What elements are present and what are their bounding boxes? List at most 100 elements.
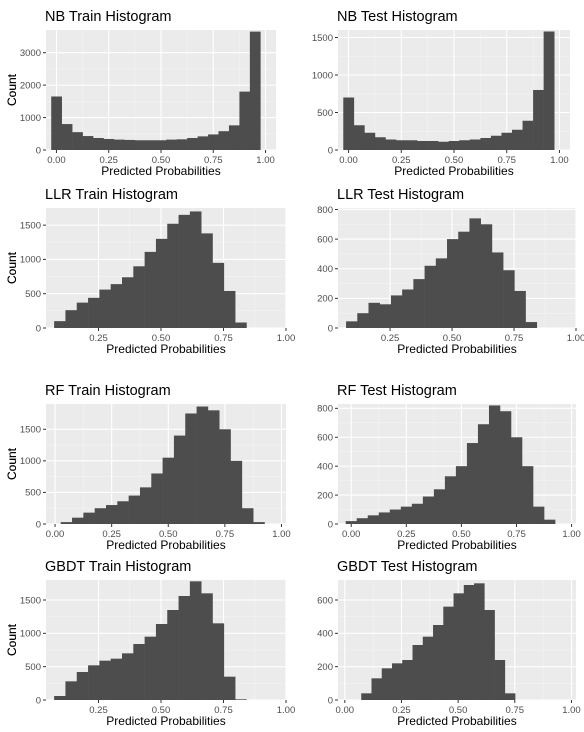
y-tick-label: 1500 (20, 425, 41, 436)
x-tick-label: 0.25 (392, 705, 411, 716)
y-tick-label: 500 (25, 662, 41, 673)
chart-panel: 0.00 0.25 0.50 0.75 1.00 0 500 1000 1500 NB Test … (5, 9, 570, 178)
histogram-bar (178, 214, 191, 328)
x-tick-label: 0.25 (102, 529, 121, 540)
histogram-bar (235, 322, 247, 328)
histogram-bar (469, 218, 481, 328)
x-axis-label: Predicted Probabilities (106, 714, 225, 728)
histogram-bar (379, 304, 392, 328)
histogram-bar (189, 211, 202, 328)
y-axis-label: Count (5, 447, 19, 480)
histogram-bar (145, 140, 157, 150)
histogram-bar (133, 644, 145, 700)
histogram-bar (139, 487, 152, 524)
histogram-bar (422, 636, 434, 700)
histogram-bar (144, 251, 157, 328)
y-axis-label: Count (5, 623, 19, 656)
histogram-bar (514, 290, 526, 328)
histogram-bar (61, 124, 73, 150)
histogram-bar (230, 460, 243, 524)
x-tick-label: 1.00 (272, 529, 291, 540)
histogram-bar (389, 509, 402, 524)
x-tick-label: 0.50 (452, 529, 471, 540)
x-axis-label: Predicted Probabilities (397, 342, 516, 356)
histogram-bar (241, 508, 254, 524)
chart-title: LLR Test Histogram (337, 187, 464, 203)
x-tick-label: 0.75 (505, 333, 524, 344)
chart-panel: 0.00 0.25 0.50 0.75 1.00 0 200 400 600 800 RF Test… (5, 383, 581, 552)
y-tick-label: 400 (317, 629, 333, 640)
histogram-bar (480, 138, 492, 150)
histogram-bar (219, 429, 231, 524)
y-tick-label: 600 (317, 234, 333, 245)
x-tick-label: 0.75 (216, 529, 235, 540)
histogram-bar (356, 518, 369, 524)
chart-panel: 0.25 0.50 0.75 1.00 0 200 400 600 800 LLR Test Hi… (5, 187, 584, 356)
x-tick-label: 0.50 (152, 333, 171, 344)
histogram-bar (54, 696, 66, 700)
histogram-bar (499, 411, 512, 524)
histogram-bar (223, 676, 236, 700)
chart-title: GBDT Test Histogram (337, 559, 477, 575)
histogram-bar (368, 302, 381, 328)
histogram-bar (185, 413, 197, 524)
x-tick-label: 0.75 (214, 705, 233, 716)
histogram-bar (522, 466, 534, 524)
y-tick-label: 800 (317, 205, 333, 216)
histogram-bar (438, 141, 450, 150)
histogram-bar (212, 262, 225, 328)
histogram-bar (466, 443, 479, 524)
histogram-bar (474, 583, 485, 700)
y-axis-label: Count (5, 447, 19, 480)
histogram-bar (374, 137, 386, 150)
histogram-bar (443, 606, 454, 700)
histogram-bar (346, 321, 358, 328)
histogram-bar (458, 231, 470, 328)
histogram-bar (207, 410, 220, 524)
histogram-bar (433, 489, 446, 524)
y-tick-label: 500 (25, 488, 41, 499)
x-tick-label: 0.75 (497, 155, 516, 166)
histogram-bar (413, 279, 425, 328)
histogram-bar (371, 678, 383, 700)
y-tick-label: 1000 (20, 113, 41, 124)
x-tick-label: 0.25 (99, 155, 118, 166)
x-tick-label: 1.00 (550, 155, 569, 166)
x-tick-label: 0.50 (445, 155, 464, 166)
histogram-bar (197, 136, 209, 150)
histogram-bar (99, 660, 111, 700)
histogram-bar (212, 623, 225, 700)
histogram-bar (480, 224, 493, 328)
y-tick-label: 600 (317, 433, 333, 444)
histogram-bar (187, 138, 198, 150)
y-tick-label: 500 (25, 289, 41, 300)
y-tick-label: 0 (36, 695, 41, 706)
histogram-bar (417, 141, 428, 150)
histogram-bar (522, 120, 534, 150)
x-tick-label: 0.25 (381, 333, 400, 344)
histogram-bar (491, 252, 504, 328)
x-tick-label: 0.25 (89, 705, 108, 716)
y-tick-label: 0 (36, 323, 41, 334)
y-tick-label: 3000 (20, 48, 41, 59)
histogram-bar (411, 503, 424, 524)
x-tick-label: 1.00 (256, 155, 275, 166)
histogram-bar (162, 457, 175, 524)
y-tick-label: 200 (317, 662, 333, 673)
x-tick-label: 0.50 (449, 705, 468, 716)
chart-title: LLR Train Histogram (45, 187, 178, 203)
histogram-bar (444, 476, 457, 524)
y-tick-label: 400 (317, 461, 333, 472)
histogram-bar (503, 270, 515, 328)
histogram-bar (117, 501, 129, 524)
x-tick-label: 0.25 (397, 529, 416, 540)
y-tick-label: 0 (328, 695, 333, 706)
y-tick-label: 1500 (20, 595, 41, 606)
y-tick-label: 1000 (20, 456, 41, 467)
histogram-bar (533, 506, 545, 524)
histogram-bar (249, 31, 261, 151)
histogram-bar (353, 125, 365, 150)
histogram-bar (60, 522, 73, 524)
histogram-bar (178, 596, 191, 700)
histogram-bar (88, 297, 100, 328)
